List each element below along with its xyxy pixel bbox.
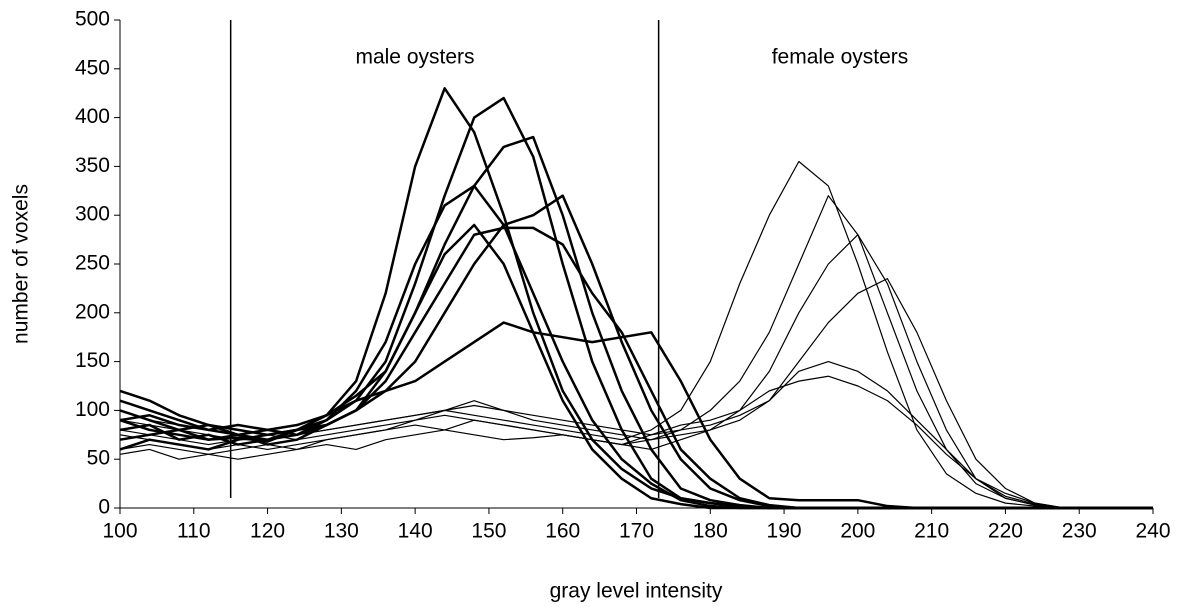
x-tick-label: 170: [619, 520, 654, 543]
y-tick-label: 350: [75, 154, 110, 177]
x-tick-label: 110: [177, 520, 210, 543]
x-tick-label: 100: [102, 520, 137, 543]
x-tick-label: 150: [471, 520, 506, 543]
data-line: [119, 194, 1153, 510]
y-tick-label: 400: [75, 105, 110, 128]
x-tick-label: 200: [840, 520, 875, 543]
data-line: [119, 223, 1153, 510]
y-tick-label: 150: [75, 349, 110, 372]
x-tick-label: 230: [1062, 520, 1097, 543]
data-line: [119, 226, 1153, 510]
x-tick-label: 130: [324, 520, 359, 543]
data-line: [119, 87, 1153, 510]
x-tick-label: 240: [1135, 520, 1170, 543]
data-line: [119, 184, 1153, 510]
data-line: [119, 375, 1153, 509]
x-tick-label: 120: [250, 520, 285, 543]
x-tick-label: 160: [545, 520, 580, 543]
data-line: [119, 278, 1153, 509]
annotation: male oysters: [355, 46, 474, 69]
data-line: [119, 234, 1153, 509]
y-tick-label: 0: [98, 496, 110, 519]
y-tick-label: 500: [75, 8, 110, 31]
y-tick-label: 450: [75, 56, 110, 79]
x-tick-label: 220: [988, 520, 1023, 543]
y-tick-label: 100: [75, 398, 110, 421]
x-tick-label: 210: [914, 520, 949, 543]
x-tick-label: 140: [398, 520, 433, 543]
y-tick-label: 50: [87, 447, 110, 470]
x-tick-label: 180: [693, 520, 728, 543]
y-tick-label: 300: [75, 203, 110, 226]
y-tick-label: 200: [75, 300, 110, 323]
y-tick-label: 250: [75, 252, 110, 275]
x-axis-label: gray level intensity: [550, 580, 723, 603]
annotation: female oysters: [772, 46, 909, 69]
data-line: [119, 195, 1153, 509]
x-tick-label: 190: [767, 520, 802, 543]
y-axis-label: number of voxels: [10, 184, 33, 344]
